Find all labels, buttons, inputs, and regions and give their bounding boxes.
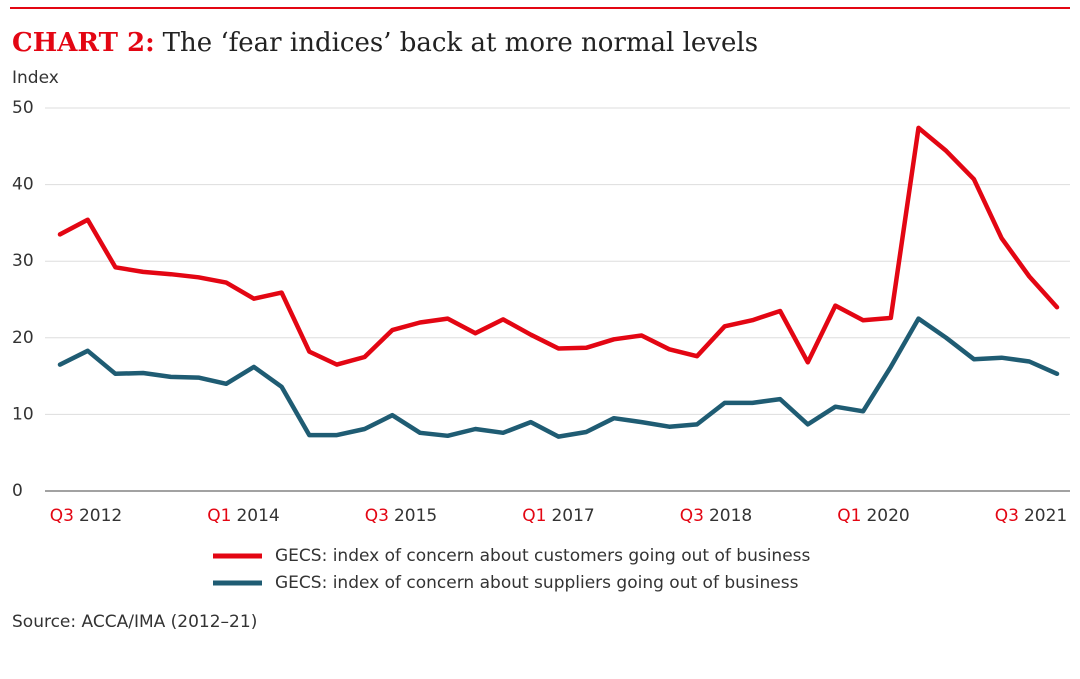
x-tick-year: 2018 (709, 506, 752, 526)
x-tick-quarter: Q1 (522, 506, 546, 526)
series-line (57, 125, 1060, 367)
x-tick-year: 2014 (236, 506, 279, 526)
chart-title-prefix: CHART 2: (12, 28, 155, 58)
x-tick-year: 2017 (551, 506, 594, 526)
x-tick-year: 2012 (79, 506, 122, 526)
x-tick-quarter: Q3 (365, 506, 389, 526)
y-tick-label: 30 (12, 251, 34, 271)
x-tick-label: Q3 2015 (365, 506, 437, 526)
x-tick-label: Q1 2014 (207, 506, 279, 526)
y-tick-label: 50 (12, 98, 34, 118)
y-tick-label: 10 (12, 404, 34, 424)
x-tick-quarter: Q1 (207, 506, 231, 526)
legend-label: GECS: index of concern about customers g… (275, 546, 811, 566)
x-tick-label: Q1 2017 (522, 506, 594, 526)
chart-title: The ‘fear indices’ back at more normal l… (163, 28, 758, 58)
x-tick-label: Q1 2020 (837, 506, 909, 526)
x-tick-label: Q3 2021 (995, 506, 1067, 526)
y-tick-label: 40 (12, 175, 34, 195)
x-tick-label: Q3 2018 (680, 506, 752, 526)
x-tick-quarter: Q3 (995, 506, 1019, 526)
y-tick-label: 20 (12, 328, 34, 348)
x-tick-year: 2015 (394, 506, 437, 526)
series-line (57, 316, 1060, 439)
x-tick-year: 2021 (1024, 506, 1067, 526)
x-tick-year: 2020 (866, 506, 909, 526)
x-tick-label: Q3 2012 (50, 506, 122, 526)
x-tick-quarter: Q3 (50, 506, 74, 526)
y-tick-label: 0 (12, 481, 23, 501)
y-axis-label: Index (12, 68, 59, 88)
source: Source: ACCA/IMA (2012–21) (12, 612, 257, 632)
legend-label: GECS: index of concern about suppliers g… (275, 573, 799, 593)
x-tick-quarter: Q3 (680, 506, 704, 526)
chart-title-line: CHART 2: The ‘fear indices’ back at more … (12, 28, 758, 58)
x-tick-quarter: Q1 (837, 506, 861, 526)
